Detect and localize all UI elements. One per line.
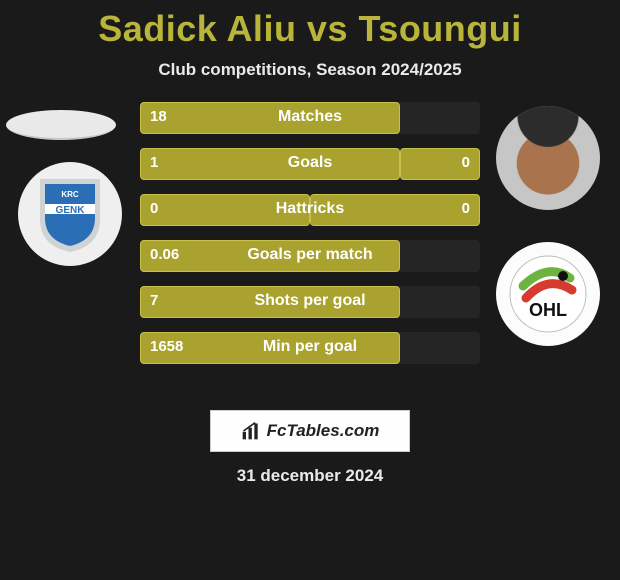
stat-label: Min per goal <box>140 338 480 356</box>
stat-row: Goals per match0.06 <box>140 240 480 272</box>
svg-text:GENK: GENK <box>56 205 86 216</box>
stat-row: Shots per goal7 <box>140 286 480 318</box>
player-right-avatar <box>496 106 600 210</box>
page-title: Sadick Aliu vs Tsoungui <box>0 0 620 50</box>
subtitle: Club competitions, Season 2024/2025 <box>0 60 620 80</box>
stat-row: Matches18 <box>140 102 480 134</box>
brand-badge: FcTables.com <box>210 410 410 452</box>
club-badge-right: OHL <box>496 242 600 346</box>
genk-shield-icon: KRC GENK <box>35 174 105 254</box>
date-text: 31 december 2024 <box>0 466 620 486</box>
stat-value-left: 7 <box>150 292 158 309</box>
stat-value-left: 1658 <box>150 338 183 355</box>
stat-value-right: 0 <box>462 200 470 217</box>
club-badge-left: KRC GENK <box>18 162 122 266</box>
stat-label: Shots per goal <box>140 292 480 310</box>
stat-row: Goals1 0 <box>140 148 480 180</box>
stat-value-left: 0 <box>150 200 158 217</box>
stat-row: Min per goal1658 <box>140 332 480 364</box>
brand-logo-icon <box>241 421 261 441</box>
player-left-silhouette <box>6 110 116 140</box>
stat-label: Matches <box>140 108 480 126</box>
stat-label: Goals per match <box>140 246 480 264</box>
brand-text: FcTables.com <box>267 421 380 441</box>
stat-label: Hattricks <box>140 200 480 218</box>
ohl-badge-icon: OHL <box>508 254 588 334</box>
comparison-stage: KRC GENK OHL Matches18Goals10Hattricks00… <box>0 102 620 402</box>
avatar-placeholder-icon <box>496 106 600 210</box>
svg-text:OHL: OHL <box>529 300 567 320</box>
svg-text:KRC: KRC <box>61 190 79 199</box>
stat-row: Hattricks0 0 <box>140 194 480 226</box>
stat-value-left: 0.06 <box>150 246 179 263</box>
stat-bars: Matches18Goals10Hattricks00Goals per mat… <box>140 102 480 378</box>
stat-value-right: 0 <box>462 154 470 171</box>
stat-value-left: 18 <box>150 108 167 125</box>
stat-value-left: 1 <box>150 154 158 171</box>
stat-label: Goals <box>140 154 480 172</box>
